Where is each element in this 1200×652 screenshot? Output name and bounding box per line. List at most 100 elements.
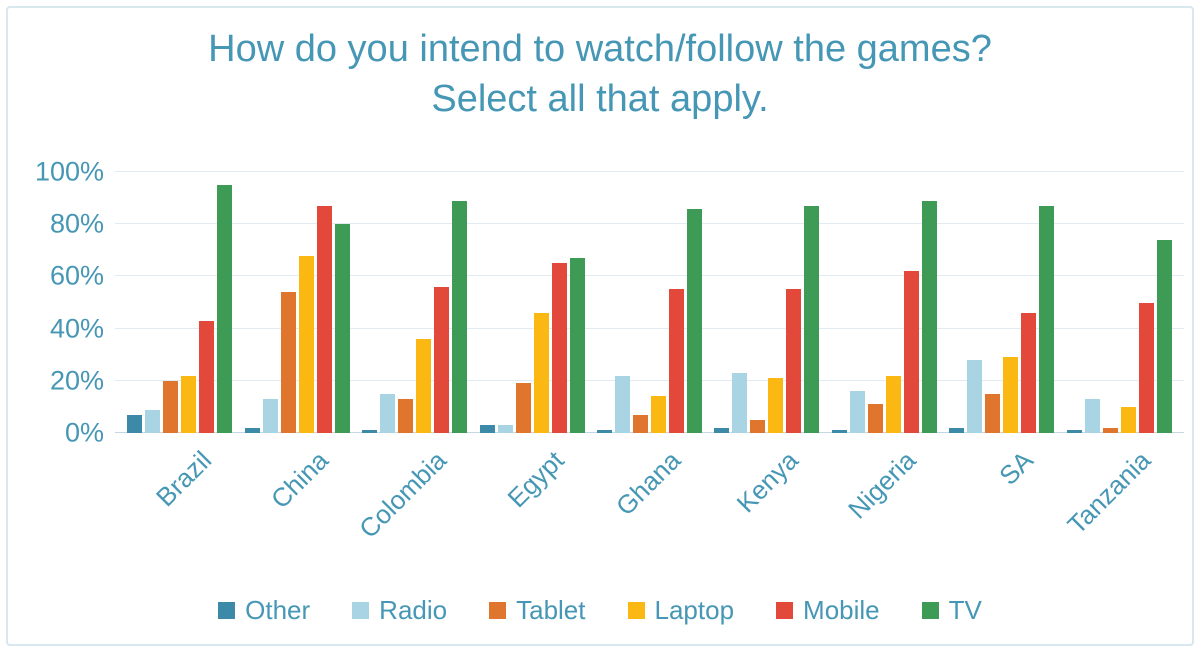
chart-title-line2: Select all that apply.: [431, 78, 769, 120]
bar-laptop-egypt: [533, 312, 549, 433]
bar-radio-egypt: [497, 425, 513, 433]
legend-item-mobile: Mobile: [776, 595, 880, 626]
bar-tv-nigeria: [921, 200, 937, 433]
y-axis-tick-40pct: 40%: [49, 313, 104, 344]
category-group-kenya: Kenya: [708, 172, 825, 518]
chart-title-line1: How do you intend to watch/follow the ga…: [208, 28, 992, 70]
bar-tv-ghana: [686, 208, 702, 433]
bar-laptop-tanzania: [1120, 406, 1136, 433]
bar-laptop-ghana: [650, 396, 666, 433]
bar-other-nigeria: [831, 430, 847, 433]
x-axis-label-kenya: Kenya: [730, 445, 805, 519]
gridline-20%: [115, 379, 1184, 381]
bar-mobile-ghana: [668, 289, 684, 433]
y-axis-tick-60pct: 60%: [49, 260, 104, 291]
legend: Other Radio Tablet Laptop Mobile TV: [8, 595, 1192, 626]
bar-tv-kenya: [804, 205, 820, 433]
bar-mobile-nigeria: [903, 271, 919, 433]
legend-item-tablet: Tablet: [489, 595, 586, 626]
bar-groups: Brazil China Colombia Egypt Ghana Kenya Nigeri…: [115, 172, 1184, 544]
bar-mobile-egypt: [551, 263, 567, 433]
legend-swatch-mobile: [776, 602, 794, 619]
bar-tv-colombia: [452, 200, 468, 433]
legend-label-other: Other: [245, 595, 311, 625]
bar-tv-sa: [1039, 205, 1055, 433]
bar-other-china: [244, 427, 260, 433]
legend-swatch-laptop: [627, 602, 645, 619]
x-axis-line: [115, 432, 1184, 433]
y-axis-tick-0pct: 0%: [64, 417, 104, 448]
category-group-brazil: Brazil: [121, 172, 238, 512]
legend-label-tv: TV: [948, 595, 982, 625]
bar-radio-sa: [967, 359, 983, 433]
bar-tv-egypt: [569, 258, 585, 433]
gridline-60%: [115, 275, 1184, 277]
legend-label-mobile: Mobile: [803, 595, 880, 625]
x-axis-label-brazil: Brazil: [149, 445, 217, 513]
bar-laptop-sa: [1003, 357, 1019, 433]
gridline-80%: [115, 223, 1184, 225]
bar-other-egypt: [479, 425, 495, 433]
bar-tablet-china: [280, 292, 296, 433]
bar-radio-tanzania: [1084, 399, 1100, 433]
x-axis-label-sa: SA: [993, 445, 1039, 491]
legend-item-radio: Radio: [352, 595, 447, 626]
legend-item-tv: TV: [921, 595, 982, 626]
category-group-colombia: Colombia: [353, 172, 473, 544]
category-group-china: China: [238, 172, 355, 514]
bar-laptop-china: [298, 255, 314, 433]
plot-area: Brazil China Colombia Egypt Ghana Kenya Nigeri…: [115, 171, 1184, 544]
legend-label-tablet: Tablet: [516, 595, 586, 625]
x-axis-label-china: China: [265, 445, 335, 515]
bar-tablet-sa: [985, 393, 1001, 433]
bar-other-ghana: [596, 430, 612, 433]
bar-radio-nigeria: [849, 391, 865, 433]
bar-other-tanzania: [1066, 430, 1082, 433]
bar-mobile-sa: [1021, 312, 1037, 433]
bar-mobile-colombia: [434, 286, 450, 433]
category-group-egypt: Egypt: [473, 172, 590, 513]
legend-label-radio: Radio: [379, 595, 448, 625]
x-axis-label-nigeria: Nigeria: [842, 445, 922, 525]
y-axis-tick-80pct: 80%: [49, 208, 104, 239]
legend-swatch-other: [218, 602, 236, 619]
legend-item-other: Other: [218, 595, 310, 626]
bar-tablet-tanzania: [1102, 427, 1118, 433]
bar-radio-ghana: [614, 375, 630, 433]
bar-other-sa: [949, 427, 965, 433]
legend-swatch-tablet: [489, 602, 507, 619]
legend-label-laptop: Laptop: [654, 595, 735, 625]
bar-tablet-kenya: [750, 419, 766, 433]
bar-mobile-kenya: [786, 289, 802, 433]
bar-mobile-tanzania: [1138, 302, 1154, 433]
bar-tablet-brazil: [163, 380, 179, 433]
gridline-40%: [115, 327, 1184, 329]
bar-tv-brazil: [217, 185, 233, 433]
bar-mobile-china: [316, 205, 332, 433]
legend-item-laptop: Laptop: [627, 595, 735, 626]
bar-laptop-brazil: [181, 375, 197, 433]
bar-radio-colombia: [380, 393, 396, 433]
bar-laptop-nigeria: [885, 375, 901, 433]
bar-tv-tanzania: [1156, 239, 1172, 433]
category-group-nigeria: Nigeria: [826, 172, 943, 524]
bar-tablet-colombia: [398, 399, 414, 433]
bar-tablet-ghana: [632, 414, 648, 433]
bar-other-kenya: [714, 427, 730, 433]
bar-tv-china: [334, 224, 350, 433]
bar-other-colombia: [362, 430, 378, 433]
gridline-100%: [115, 171, 1184, 172]
bar-other-brazil: [127, 414, 143, 433]
x-axis-label-colombia: Colombia: [352, 445, 452, 544]
legend-swatch-radio: [352, 602, 370, 619]
chart-frame: How do you intend to watch/follow the ga…: [6, 6, 1194, 646]
bar-laptop-colombia: [416, 339, 432, 433]
x-axis-label-tanzania: Tanzania: [1061, 445, 1157, 540]
bar-tablet-nigeria: [867, 404, 883, 433]
bar-laptop-kenya: [768, 378, 784, 433]
category-group-ghana: Ghana: [591, 172, 708, 521]
category-group-sa: SA: [943, 172, 1060, 491]
x-axis-label-ghana: Ghana: [610, 445, 687, 522]
x-axis-label-egypt: Egypt: [501, 445, 570, 514]
y-axis-tick-100pct: 100%: [34, 156, 104, 187]
